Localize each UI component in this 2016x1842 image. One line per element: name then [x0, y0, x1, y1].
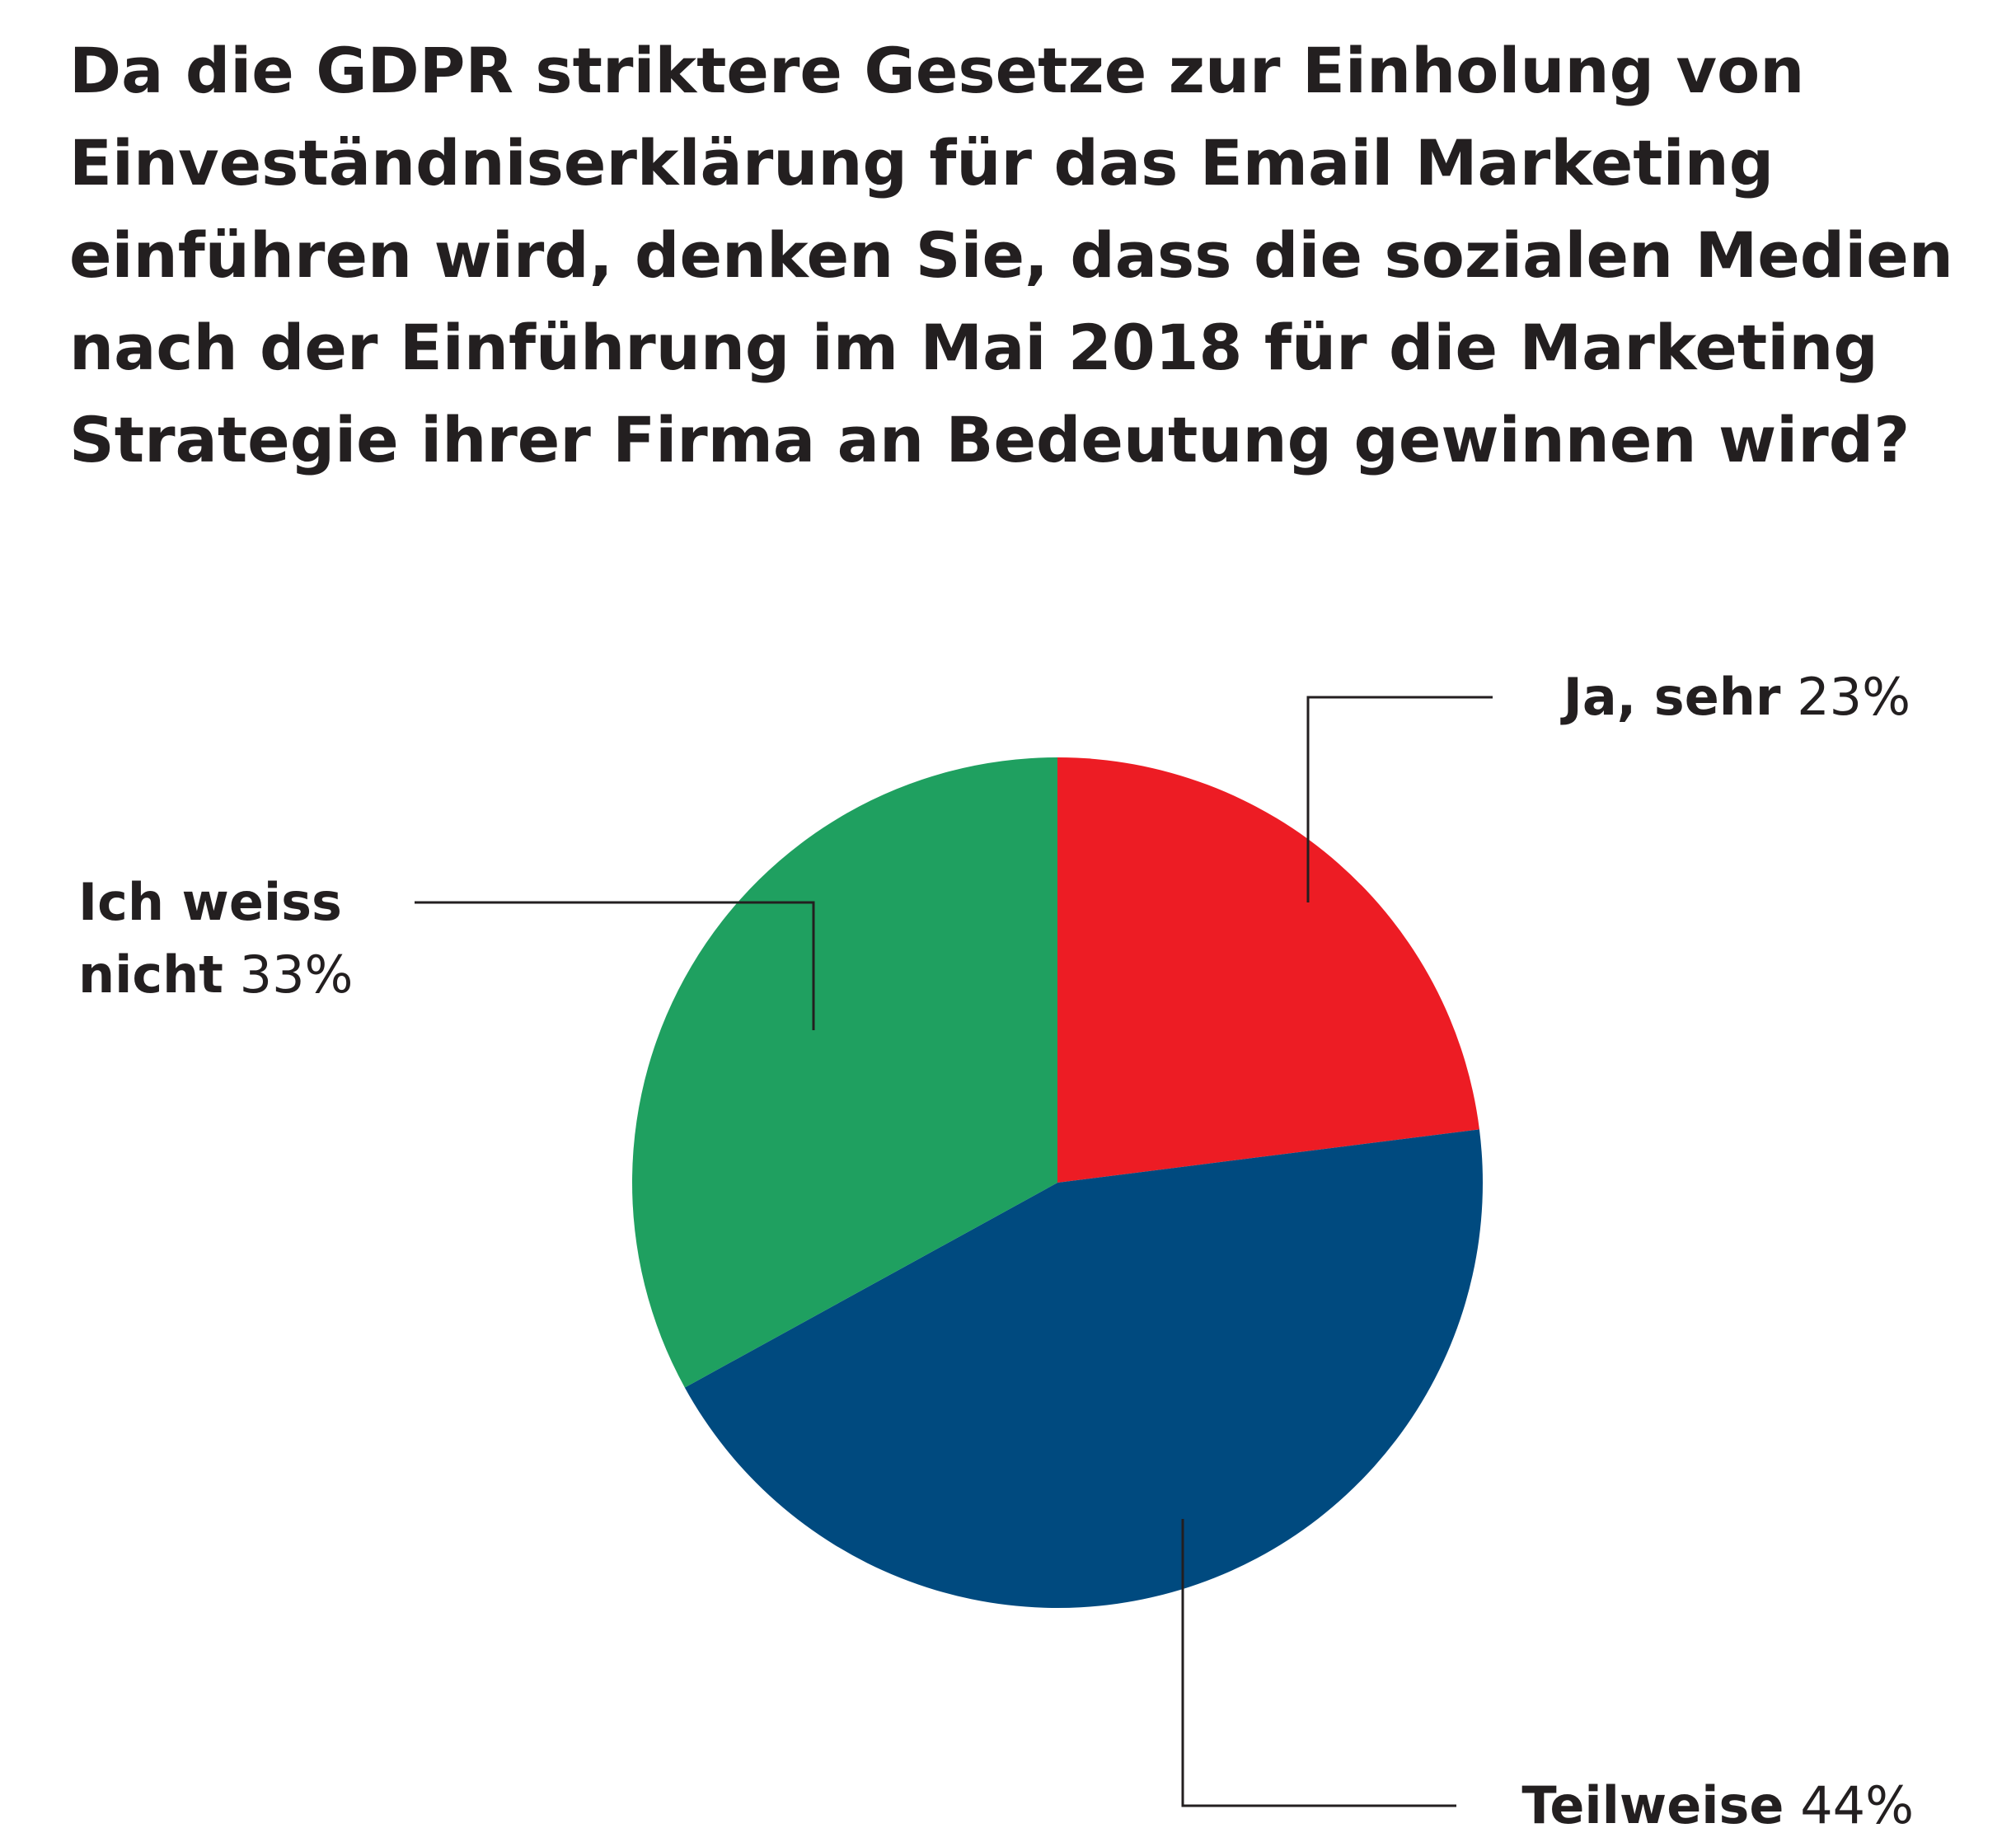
slice-label: Teilweise 44%	[1521, 1769, 1914, 1842]
category-label: Ja, sehr	[1563, 667, 1781, 727]
leader-line	[1306, 696, 1493, 902]
pie-slice	[632, 757, 1057, 1388]
leader-lines	[415, 696, 1493, 1807]
category-label: Ich weiss nicht	[78, 872, 342, 1005]
value-label: 33%	[239, 944, 354, 1005]
leader-line	[1181, 1519, 1456, 1807]
chart-title: Da die GDPR striktere Gesetze zur Einhol…	[69, 34, 1953, 476]
pie-slice	[1057, 757, 1479, 1183]
pie	[632, 757, 1483, 1608]
slice-label: Ja, sehr 23%	[1564, 661, 1911, 734]
value-label: 44%	[1800, 1775, 1914, 1835]
value-label: 23%	[1797, 667, 1911, 727]
category-label: Teilweise	[1521, 1775, 1784, 1835]
leader-line	[415, 901, 815, 1030]
pie-slice	[684, 1129, 1483, 1608]
slice-label: Ich weiss nicht 33%	[78, 866, 391, 1011]
